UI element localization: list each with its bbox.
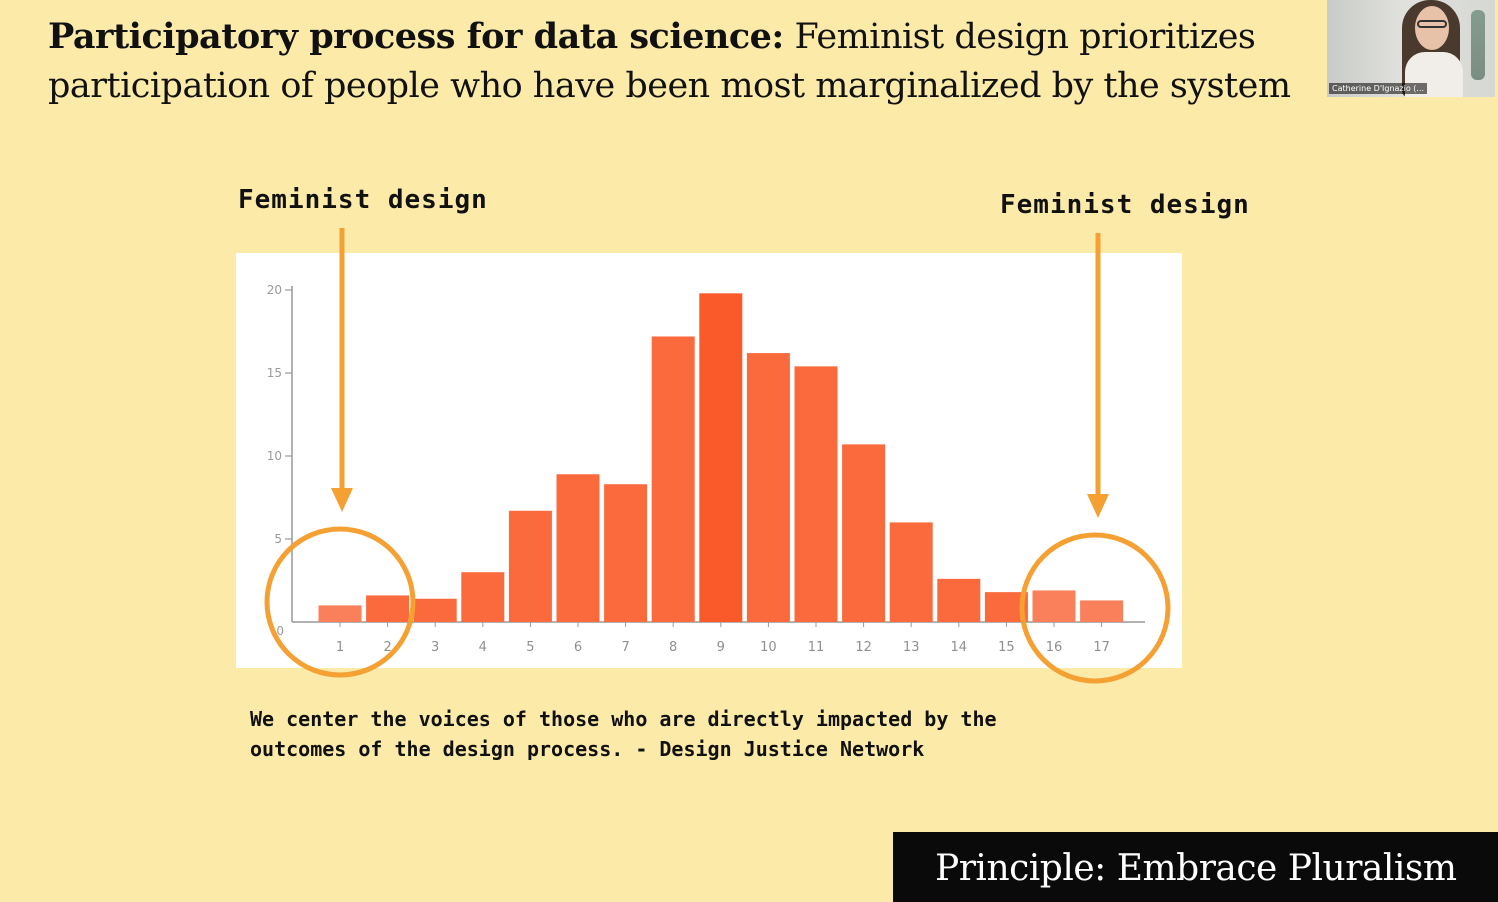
webcam-name-tag: Catherine D'Ignazio (...	[1329, 83, 1428, 94]
slide-title-bold: Participatory process for data science:	[48, 16, 784, 57]
webcam-background-plant	[1471, 10, 1485, 80]
feminist-design-label-left: Feminist design	[238, 185, 488, 215]
webcam-person-glasses	[1417, 20, 1447, 28]
webcam-thumbnail[interactable]: Catherine D'Ignazio (...	[1327, 0, 1495, 97]
slide-title: Participatory process for data science: …	[48, 12, 1428, 111]
slide-title-rest: Feminist design prioritizes participatio…	[48, 17, 1291, 106]
quote-line-1: We center the voices of those who are di…	[250, 707, 997, 731]
chart-panel	[236, 253, 1182, 668]
webcam-person-face	[1415, 6, 1449, 50]
quote-line-2: outcomes of the design process. - Design…	[250, 737, 925, 761]
design-justice-quote: We center the voices of those who are di…	[250, 704, 1150, 764]
principle-banner: Principle: Embrace Pluralism	[893, 832, 1498, 902]
feminist-design-label-right: Feminist design	[1000, 190, 1250, 220]
principle-text: Principle: Embrace Pluralism	[935, 848, 1457, 889]
